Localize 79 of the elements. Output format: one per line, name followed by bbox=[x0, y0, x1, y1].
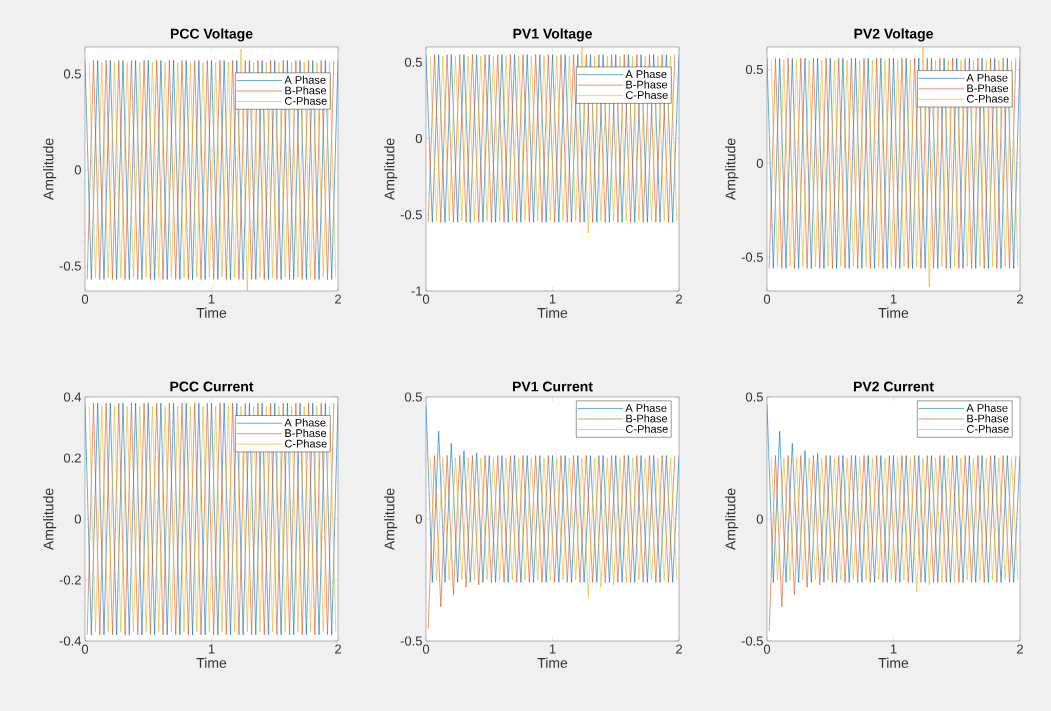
y-tick-label: 0 bbox=[74, 165, 81, 175]
x-tick-label: 0 bbox=[81, 644, 89, 654]
y-tick-label: 0 bbox=[756, 158, 763, 168]
legend-label: C-Phase bbox=[284, 96, 327, 105]
y-tick-label: 0.4 bbox=[63, 392, 82, 402]
y-tick-label: 0 bbox=[74, 514, 81, 524]
x-tick-label: 0 bbox=[763, 294, 771, 304]
y-axis-title: Amplitude bbox=[43, 488, 57, 551]
x-tick-label: 1 bbox=[549, 644, 556, 654]
x-tick-label: 0 bbox=[763, 644, 771, 654]
y-axis-title: Amplitude bbox=[725, 138, 739, 201]
line-series bbox=[427, 455, 676, 630]
x-tick-label: 2 bbox=[335, 644, 341, 654]
x-axis-title: Time bbox=[537, 307, 568, 318]
chart-title: PV1 Current bbox=[512, 381, 593, 392]
y-axis-title: Amplitude bbox=[384, 138, 398, 201]
y-tick-label: 0.5 bbox=[745, 64, 763, 75]
y-tick-label: 0.5 bbox=[745, 392, 763, 402]
x-tick-label: 2 bbox=[335, 294, 341, 304]
legend-label: A Phase bbox=[966, 73, 1008, 82]
y-tick-label: -0.5 bbox=[741, 252, 763, 262]
y-tick-label: 0.5 bbox=[63, 69, 81, 79]
x-tick-label: 0 bbox=[81, 294, 89, 304]
legend-label: A Phase bbox=[625, 69, 667, 79]
x-tick-label: 2 bbox=[676, 294, 682, 304]
legend-label: B-Phase bbox=[626, 80, 668, 89]
legend-label: A Phase bbox=[966, 403, 1008, 412]
chart-title: PCC Current bbox=[170, 381, 254, 392]
legend-label: C-Phase bbox=[625, 424, 668, 433]
y-tick-label: 0 bbox=[415, 514, 422, 524]
x-axis-title: Time bbox=[196, 307, 227, 318]
legend-label: C-Phase bbox=[284, 439, 327, 448]
y-tick-label: -0.2 bbox=[59, 575, 81, 585]
legend-label: B-Phase bbox=[967, 414, 1009, 423]
chart-title: PV2 Current bbox=[853, 381, 934, 392]
chart-title: PV2 Voltage bbox=[854, 28, 933, 42]
x-tick-label: 0 bbox=[422, 644, 430, 654]
y-tick-label: -1 bbox=[411, 286, 422, 296]
y-axis-title: Amplitude bbox=[43, 138, 57, 201]
legend-label: B-Phase bbox=[967, 84, 1009, 93]
y-tick-label: 0.5 bbox=[404, 392, 422, 402]
y-axis-title: Amplitude bbox=[725, 488, 739, 551]
line-series bbox=[770, 457, 1019, 593]
legend-label: C-Phase bbox=[966, 424, 1009, 433]
x-tick-label: 2 bbox=[1017, 294, 1023, 304]
legend-label: B-Phase bbox=[285, 428, 327, 438]
line-series bbox=[768, 455, 1017, 632]
legend-label: C-Phase bbox=[966, 94, 1009, 103]
y-tick-label: 0.5 bbox=[404, 57, 422, 67]
y-tick-label: 0 bbox=[756, 514, 763, 524]
legend-label: A Phase bbox=[284, 418, 326, 427]
line-series bbox=[429, 457, 678, 598]
y-tick-label: -0.5 bbox=[400, 636, 422, 646]
x-axis-title: Time bbox=[878, 657, 909, 668]
x-axis-title: Time bbox=[196, 657, 227, 668]
legend-label: A Phase bbox=[284, 75, 326, 84]
x-axis-title: Time bbox=[878, 307, 909, 318]
chart-title: PCC Voltage bbox=[170, 28, 253, 42]
legend-label: A Phase bbox=[625, 403, 667, 412]
y-tick-label: -0.5 bbox=[741, 636, 763, 646]
legend-label: C-Phase bbox=[625, 90, 668, 99]
x-tick-label: 1 bbox=[890, 294, 897, 304]
y-tick-label: 0 bbox=[415, 133, 422, 144]
chart-title: PV1 Voltage bbox=[513, 28, 592, 42]
y-tick-label: -0.5 bbox=[59, 261, 81, 271]
x-tick-label: 1 bbox=[208, 644, 215, 654]
x-tick-label: 1 bbox=[890, 644, 897, 654]
y-tick-label: -0.5 bbox=[400, 210, 422, 220]
y-tick-label: 0.2 bbox=[63, 453, 81, 463]
legend-label: B-Phase bbox=[285, 86, 327, 95]
x-tick-label: 2 bbox=[1017, 644, 1023, 654]
x-tick-label: 1 bbox=[208, 294, 215, 304]
y-tick-label: -0.4 bbox=[59, 636, 82, 646]
x-tick-label: 0 bbox=[422, 294, 430, 304]
x-tick-label: 1 bbox=[549, 294, 556, 304]
y-axis-title: Amplitude bbox=[384, 488, 398, 551]
x-axis-title: Time bbox=[537, 657, 568, 668]
x-tick-label: 2 bbox=[676, 644, 682, 654]
legend-label: B-Phase bbox=[626, 414, 668, 423]
